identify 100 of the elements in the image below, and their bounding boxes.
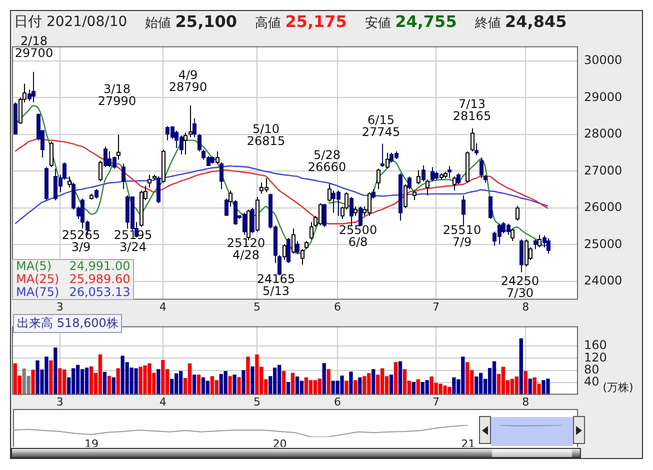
bar [54,348,58,395]
bar [528,378,532,395]
annotation: 5/28 26660 [308,148,346,174]
bar [519,338,523,395]
bar [510,378,514,395]
bar [358,377,362,395]
bar [295,376,300,395]
annotation: 5/10 26815 [246,122,286,148]
bar [524,370,528,395]
bar [318,378,322,395]
annotation: 24250 7/30 [500,274,540,300]
annotation: 25195 3/24 [114,228,152,254]
bar [394,362,398,395]
text: MA(25) 25,989.60 [16,272,130,286]
annotation: 3/18 27990 [98,82,136,108]
bar [232,374,236,395]
bar [228,376,232,395]
bar [416,379,420,395]
annotation: 25510 7/9 [442,223,482,250]
bar [425,380,429,395]
x-tick-label: 4 [159,300,166,314]
bar [290,372,295,395]
x-tick-label: 5 [253,300,260,314]
bar [98,354,102,395]
x-tick-label: 3 [56,300,64,314]
bar [372,369,376,395]
annotation: 4/9 28790 [168,68,208,94]
bar [322,363,326,395]
bar [161,360,165,395]
bar [466,362,470,395]
x-tick-label: 6 [334,395,342,408]
x-tick-label: 8 [522,395,530,408]
bar [49,360,53,395]
bar [156,369,160,395]
annotation: 2/18 29700 [14,34,54,60]
bar [214,380,218,395]
bar [31,370,35,395]
bar [344,380,348,395]
bar [501,366,506,395]
text: MA(5) 24,991.00 [16,259,130,273]
bar [242,370,246,395]
bar [224,370,228,395]
bar [178,370,183,395]
y-tick-label: 120 [584,350,607,364]
bar [80,369,84,395]
y-tick-label: 29000 [584,90,622,104]
y-tick-label: 80 [584,362,600,377]
bar [282,370,286,395]
chart-title: 出来高 518,600株 [13,314,122,333]
y-tick-label: 26000 [584,200,622,214]
bar [362,376,366,395]
bar [196,374,201,395]
annotation: 24165 5/13 [256,272,296,298]
y-tick-label: 28000 [584,126,622,141]
x-tick-label: 21 [461,437,476,450]
annotation: 25120 4/28 [226,236,266,262]
y-tick-label: 25000 [584,236,622,251]
x-tick-label: 6 [334,300,342,314]
bar [304,377,308,395]
x-tick-label: 8 [522,300,530,314]
bar [102,372,107,395]
x-tick-label: 4 [159,395,166,408]
bar [389,374,394,395]
y-tick-label: 30000 [584,53,622,68]
bar [492,361,496,395]
bar [250,366,254,395]
bar [188,363,192,395]
annotation: 7/13 28165 [452,97,492,124]
y-tick-label: 40 [584,374,600,389]
bar [398,361,402,395]
bar [84,368,89,395]
bar [380,368,384,395]
bar [354,380,358,395]
bar [112,377,116,395]
bar [474,376,478,395]
y-tick-label: 27000 [584,163,622,178]
bar [116,368,120,395]
bar [89,366,94,395]
bar [402,369,407,395]
bar [107,376,111,395]
bar [246,356,250,395]
bar [237,377,241,395]
bar [326,369,330,395]
bar [192,374,196,395]
y-tick-label: 24000 [584,274,622,288]
chart-subtitle: 始値 25,100 高値 25,175 安値 24,755 終値 24,845 [145,12,567,32]
y-axis-title: (万株) [602,381,634,394]
bar [201,377,206,395]
bar [76,364,80,395]
annotation: 25265 3/9 [62,228,100,254]
annotation: 25500 6/8 [338,223,378,250]
x-tick-label: 5 [253,395,260,408]
annotation: 6/15 27745 [362,113,400,140]
text: MA(75) 26,053.13 [16,285,130,299]
chart-title: 日付 2021/08/10 [14,13,128,31]
x-tick-label: 3 [56,395,64,408]
y-tick-label: 160 [584,338,607,352]
bar [349,372,353,395]
bar [58,368,62,395]
bar [308,380,313,395]
